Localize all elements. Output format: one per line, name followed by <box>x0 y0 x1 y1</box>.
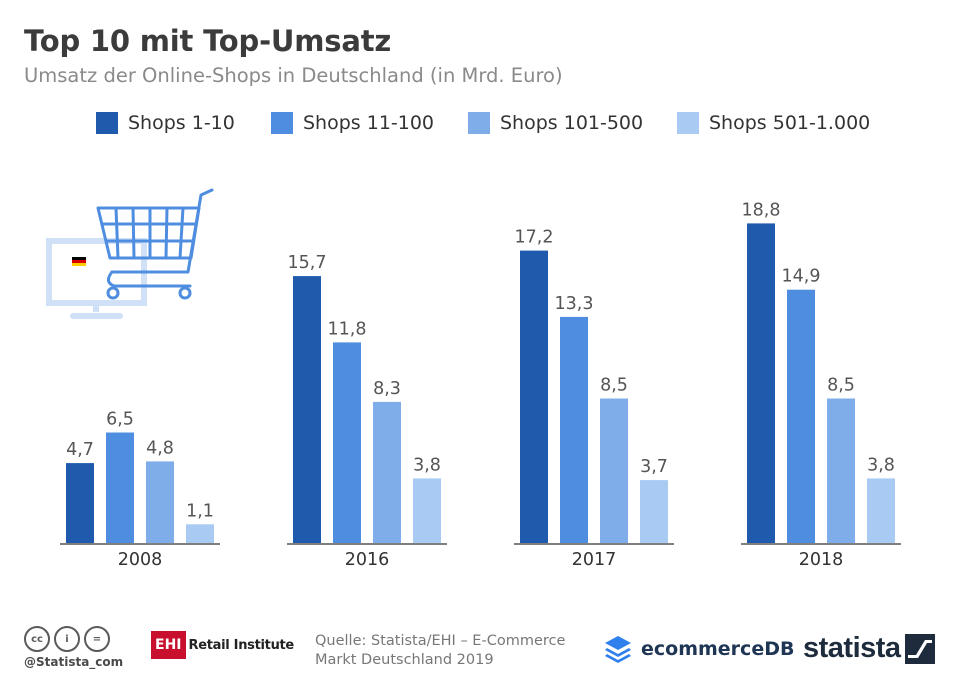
license-icons: cc i = <box>24 626 110 652</box>
bar-2017-series-4 <box>640 480 668 543</box>
legend-label: Shops 11-100 <box>303 112 435 134</box>
bar-2018-series-2 <box>787 289 815 543</box>
source-line-2: Markt Deutschland 2019 <box>315 652 494 668</box>
legend-swatch <box>96 112 118 134</box>
bar-2016-series-4 <box>413 478 441 543</box>
source-line-1: Quelle: Statista/EHI – E-Commerce <box>315 633 566 649</box>
category-label: 2016 <box>345 550 390 570</box>
shopping-cart-icon <box>96 188 214 300</box>
data-label: 1,1 <box>186 501 214 521</box>
statista-handle[interactable]: @Statista_com <box>24 655 124 669</box>
page-title: Top 10 mit Top-Umsatz <box>24 24 392 58</box>
ehi-text: Retail Institute <box>188 637 295 653</box>
legend-item-shops-11-100: Shops 11-100 <box>271 108 434 138</box>
bar-2016-series-3 <box>373 401 401 543</box>
ehi-mark: EHI <box>151 631 186 659</box>
legend-label: Shops 101-500 <box>500 112 644 134</box>
bar-2018-series-4 <box>867 478 895 543</box>
data-label: 13,3 <box>555 294 594 314</box>
statista-wordmark: statista <box>803 632 901 664</box>
bar-2017-series-3 <box>600 398 628 543</box>
monitor-icon <box>46 238 147 319</box>
data-label: 17,2 <box>515 228 554 248</box>
ehi-logo[interactable]: EHI Retail Institute <box>151 631 294 659</box>
bar-2008-series-4 <box>186 524 214 543</box>
bar-2008-series-3 <box>146 461 174 543</box>
bar-2016-series-1 <box>293 276 321 543</box>
data-label: 6,5 <box>106 410 134 430</box>
data-label: 3,7 <box>640 457 668 477</box>
bar-2017-series-2 <box>560 316 588 543</box>
data-label: 4,7 <box>66 440 94 460</box>
legend-swatch <box>271 112 293 134</box>
data-label: 14,9 <box>782 267 821 287</box>
german-flag-icon <box>72 257 86 266</box>
ecommercedb-text: ecommerceDB <box>641 638 795 660</box>
legend-label: Shops 501-1.000 <box>709 112 871 134</box>
legend-swatch <box>677 112 699 134</box>
data-label: 11,8 <box>328 319 367 339</box>
cc-icon[interactable]: cc <box>24 626 50 652</box>
data-label: 3,8 <box>413 455 441 475</box>
page-subtitle: Umsatz der Online-Shops in Deutschland (… <box>24 64 563 87</box>
category-label: 2008 <box>118 550 163 570</box>
data-label: 8,3 <box>373 379 401 399</box>
legend-swatch <box>468 112 490 134</box>
bar-2017-series-1 <box>520 250 548 543</box>
nd-icon[interactable]: = <box>84 626 110 652</box>
statista-mark-icon <box>904 633 935 664</box>
data-label: 15,7 <box>288 253 327 273</box>
bar-2018-series-1 <box>747 223 775 543</box>
by-icon[interactable]: i <box>54 626 80 652</box>
bar-chart: 4,7 6,5 4,8 1,1 15,7 11,8 8,3 3,8 17,2 13,3 8,5 3,7… <box>46 188 901 570</box>
bar-2018-series-3 <box>827 398 855 543</box>
layers-icon <box>605 636 631 663</box>
bar-2016-series-2 <box>333 342 361 543</box>
source-note: Quelle: Statista/EHI – E-Commerce Markt … <box>315 632 565 670</box>
bar-2008-series-1 <box>66 463 94 543</box>
chart-legend: Shops 1-10 Shops 11-100 Shops 101-500 Sh… <box>0 108 960 138</box>
statista-logo[interactable]: statista <box>803 632 935 665</box>
footer: cc i = @Statista_com EHI Retail Institut… <box>0 618 960 684</box>
category-label: 2017 <box>572 550 617 570</box>
ecommercedb-logo[interactable]: ecommerceDB <box>603 634 794 664</box>
data-label: 3,8 <box>867 455 895 475</box>
data-label: 4,8 <box>146 438 174 458</box>
data-label: 8,5 <box>827 376 855 396</box>
bar-2008-series-2 <box>106 432 134 543</box>
data-label: 18,8 <box>742 200 781 220</box>
category-label: 2018 <box>799 550 844 570</box>
legend-label: Shops 1-10 <box>128 112 235 134</box>
legend-item-shops-1-10: Shops 1-10 <box>96 108 235 138</box>
data-label: 8,5 <box>600 376 628 396</box>
legend-item-shops-501-1000: Shops 501-1.000 <box>677 108 870 138</box>
legend-item-shops-101-500: Shops 101-500 <box>468 108 643 138</box>
